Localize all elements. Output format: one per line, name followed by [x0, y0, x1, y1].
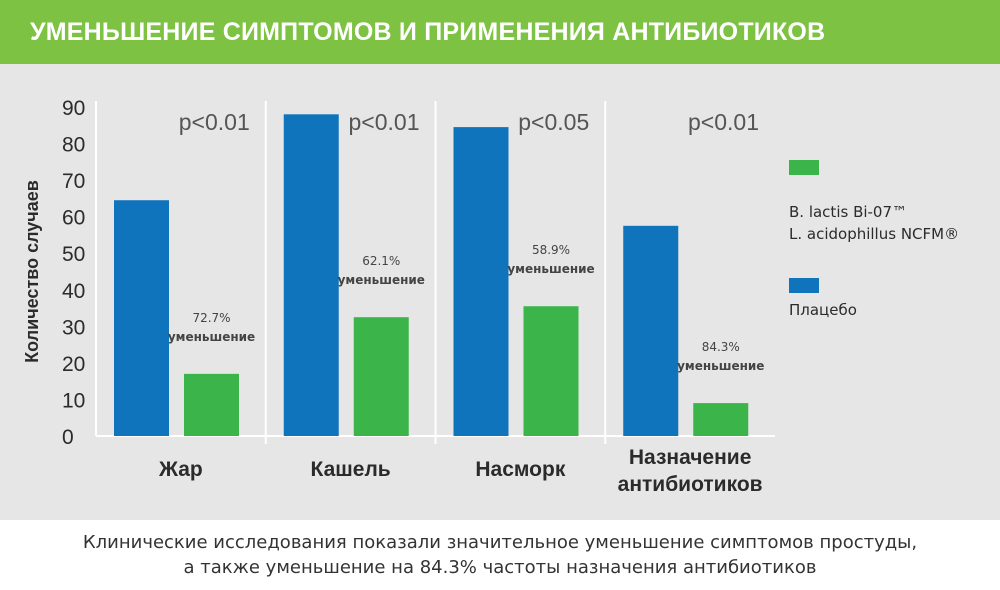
y-tick-label: 20 [62, 353, 85, 376]
caption: Клинические исследования показали значит… [0, 520, 1000, 590]
bar-probiotic [523, 306, 579, 436]
legend-swatch-placebo [789, 278, 819, 293]
y-tick-label: 60 [62, 207, 85, 230]
caption-line-1: Клинические исследования показали значит… [82, 532, 918, 553]
chart-header-title: УМЕНЬШЕНИЕ СИМПТОМОВ И ПРИМЕНЕНИЯ АНТИБИ… [0, 0, 1000, 64]
reduction-label: уменьшение [338, 273, 425, 287]
reduction-percent: 84.3% [702, 340, 740, 354]
y-axis-label: Количество случаев [22, 180, 42, 363]
bar-probiotic [693, 403, 749, 436]
y-tick-label: 90 [62, 97, 85, 120]
bar-placebo [453, 127, 509, 436]
chart-area: 0 10 20 30 40 50 60 70 80 90 Количество случаев p<0… [0, 64, 1000, 520]
x-category-label: антибиотиков [618, 473, 763, 496]
caption-line-2: а также уменьшение на 84.3% частоты назн… [183, 557, 817, 578]
bar-probiotic [353, 317, 409, 436]
reduction-label: уменьшение [507, 262, 594, 276]
y-tick-label: 30 [62, 316, 85, 339]
bar-chart: 0 10 20 30 40 50 60 70 80 90 Количество случаев p<0… [22, 97, 959, 496]
y-tick-label: 70 [62, 170, 85, 193]
y-tick-label: 80 [62, 134, 85, 157]
x-category-label: Насморк [475, 458, 565, 481]
bar-probiotic [184, 373, 239, 436]
reduction-label: уменьшение [677, 359, 764, 373]
legend-label-placebo: Плацебо [789, 301, 857, 319]
bar-placebo [623, 225, 679, 436]
legend-label-probiotic: L. acidophillus NCFM® [789, 225, 959, 243]
x-category-label: Жар [158, 458, 203, 481]
reduction-percent: 62.1% [362, 254, 400, 268]
reduction-label: уменьшение [168, 330, 255, 344]
bar-placebo [114, 200, 169, 436]
p-value-label: p<0.01 [688, 109, 759, 135]
legend-swatch-probiotic [789, 160, 819, 175]
p-value-label: p<0.05 [518, 109, 589, 135]
legend-label-probiotic: B. lactis Bi-07™ [789, 203, 907, 221]
p-value-label: p<0.01 [349, 109, 420, 135]
reduction-percent: 58.9% [532, 243, 570, 257]
y-tick-label: 10 [62, 389, 85, 412]
x-category-label: Кашель [311, 458, 391, 481]
bar-placebo [283, 114, 339, 437]
y-tick-label: 40 [62, 280, 85, 303]
reduction-percent: 72.7% [192, 311, 230, 325]
y-tick-label: 0 [62, 426, 74, 449]
p-value-label: p<0.01 [179, 109, 250, 135]
x-category-label: Назначение [629, 446, 752, 469]
y-tick-label: 50 [62, 243, 85, 266]
